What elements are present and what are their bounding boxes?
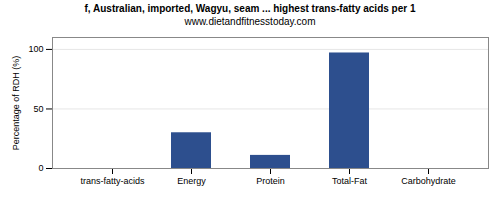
svg-text:Percentage of RDH (%): Percentage of RDH (%)	[11, 56, 21, 151]
svg-text:Protein: Protein	[256, 176, 285, 186]
svg-text:50: 50	[33, 104, 43, 114]
svg-text:100: 100	[28, 44, 43, 54]
html-text:f, Australian, imported, Wagyu: f, Australian, imported, Wagyu, seam ...…	[84, 3, 416, 14]
svg-text:Carbohydrate: Carbohydrate	[401, 176, 456, 186]
svg-text:trans-fatty-acids: trans-fatty-acids	[80, 176, 145, 186]
svg-text:Energy: Energy	[177, 176, 206, 186]
html-text:www.dietandfitnesstoday.com: www.dietandfitnesstoday.com	[184, 16, 316, 27]
svg-text:0: 0	[38, 163, 43, 173]
svg-text:Total-Fat: Total-Fat	[332, 176, 368, 186]
